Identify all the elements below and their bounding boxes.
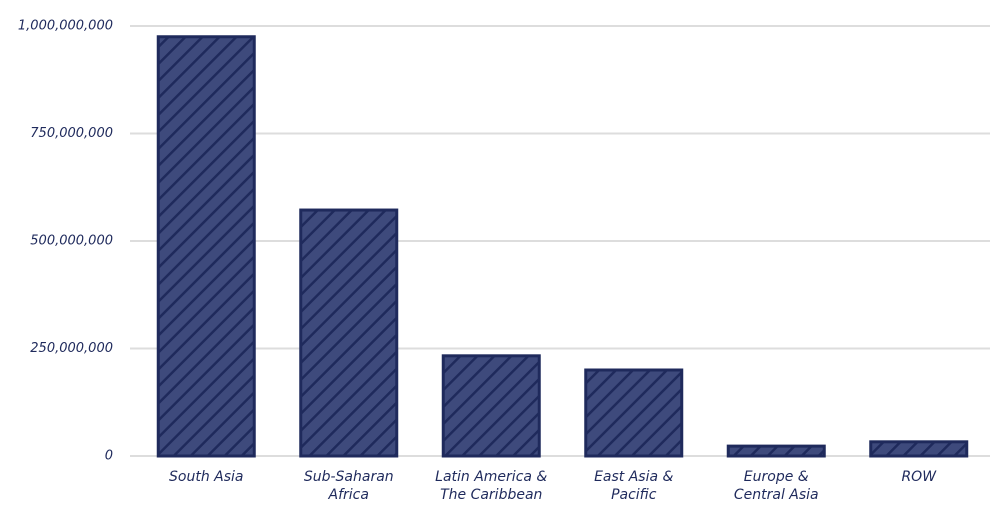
x-tick-label: South Asia [169,469,244,485]
x-tick-label: East Asia & Pacific [594,469,674,503]
bar [441,354,541,458]
y-tick-label: 250,000,000 [30,341,113,356]
bar [156,35,256,458]
bar [299,208,399,458]
bar [869,440,969,458]
x-tick-label: ROW [901,469,937,485]
y-tick-label: 750,000,000 [30,126,113,141]
y-tick-label: 500,000,000 [30,234,113,249]
y-tick-label: 0 [105,449,113,464]
bar [726,444,826,458]
x-tick-label: Latin America & The Caribbean [435,469,548,503]
bar [584,368,684,458]
x-tick-label: Sub-Saharan Africa [303,469,394,503]
x-tick-label: Europe & Central Asia [733,469,819,503]
y-tick-label: 1,000,000,000 [18,19,113,34]
